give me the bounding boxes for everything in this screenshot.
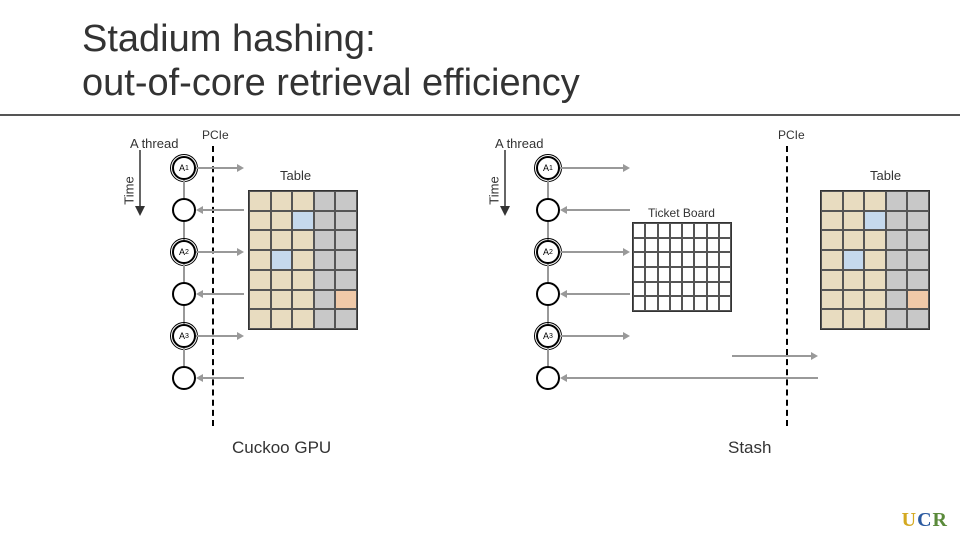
thread-node bbox=[536, 282, 560, 306]
title-line-1: Stadium hashing: bbox=[82, 18, 376, 60]
thread-node bbox=[172, 366, 196, 390]
thread-node bbox=[172, 198, 196, 222]
thread-node bbox=[172, 282, 196, 306]
page-title: Stadium hashing: out-of-core retrieval e… bbox=[82, 18, 580, 105]
node-connector bbox=[183, 348, 185, 366]
caption-cuckoo: Cuckoo GPU bbox=[232, 438, 331, 458]
thread-node bbox=[536, 366, 560, 390]
logo-c: C bbox=[917, 509, 932, 531]
ucr-logo: UCR bbox=[902, 509, 948, 532]
pcie-label: PCIe bbox=[202, 128, 229, 142]
node-connector bbox=[547, 180, 549, 198]
hash-table bbox=[248, 190, 358, 330]
ticket-board bbox=[632, 222, 732, 312]
thread-label: A thread bbox=[495, 136, 543, 151]
logo-u: U bbox=[902, 509, 917, 531]
pcie-label: PCIe bbox=[778, 128, 805, 142]
thread-node: A1 bbox=[536, 156, 560, 180]
caption-stash: Stash bbox=[728, 438, 771, 458]
node-connector bbox=[183, 264, 185, 282]
node-connector bbox=[547, 264, 549, 282]
logo-r: R bbox=[933, 509, 948, 531]
table-label: Table bbox=[280, 168, 311, 183]
thread-node bbox=[536, 198, 560, 222]
pcie-line bbox=[786, 146, 788, 426]
thread-node: A2 bbox=[536, 240, 560, 264]
thread-node: A3 bbox=[536, 324, 560, 348]
hash-table bbox=[820, 190, 930, 330]
pcie-line bbox=[212, 146, 214, 426]
title-underline bbox=[0, 114, 960, 116]
thread-node: A3 bbox=[172, 324, 196, 348]
node-connector bbox=[183, 180, 185, 198]
thread-node: A1 bbox=[172, 156, 196, 180]
node-connector bbox=[547, 348, 549, 366]
diagram-canvas: TimeA threadPCIeA1A2A3TableTimeA threadP… bbox=[0, 128, 960, 488]
table-label: Table bbox=[870, 168, 901, 183]
ticket-board-label: Ticket Board bbox=[648, 206, 715, 220]
thread-label: A thread bbox=[130, 136, 178, 151]
thread-node: A2 bbox=[172, 240, 196, 264]
title-line-2: out-of-core retrieval efficiency bbox=[82, 62, 580, 104]
